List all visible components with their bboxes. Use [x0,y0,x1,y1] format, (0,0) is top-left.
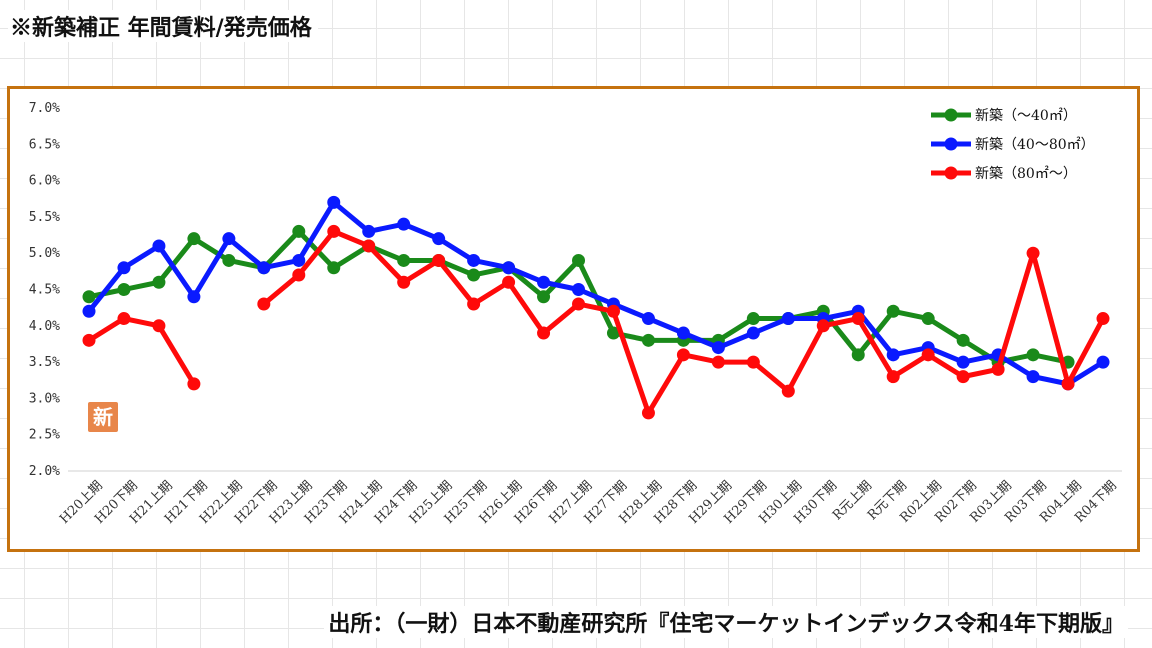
legend-marker [944,108,958,122]
series-line [261,228,1106,416]
data-point [362,224,376,238]
data-point [746,355,760,369]
data-point [676,348,690,362]
y-tick-label: 3.5% [29,355,60,370]
data-point [82,290,96,304]
data-point [397,217,411,231]
data-point [82,333,96,347]
data-point [537,326,551,340]
data-point [362,239,376,253]
data-point [1026,370,1040,384]
data-point [1026,246,1040,260]
data-point [606,326,620,340]
data-point [502,275,516,289]
data-point [956,333,970,347]
data-point [921,312,935,326]
legend-label: 新築（40～80㎡） [975,137,1095,153]
data-point [746,326,760,340]
data-point [152,319,166,333]
data-point [781,384,795,398]
data-point [152,275,166,289]
chart-frame [7,86,1140,552]
y-tick-label: 3.0% [29,391,60,406]
y-tick-label: 2.0% [29,464,60,479]
data-point [921,348,935,362]
data-point [641,333,655,347]
data-point [781,312,795,326]
data-point [292,253,306,267]
series-line [86,316,197,387]
data-point [886,348,900,362]
data-point [222,232,236,246]
data-point [641,312,655,326]
data-point [467,253,481,267]
data-point [397,253,411,267]
series-line [86,228,1071,365]
data-point [851,348,865,362]
data-point [222,253,236,267]
data-point [641,406,655,420]
data-point [432,253,446,267]
data-point [117,283,131,296]
y-tick-label: 6.5% [29,137,60,152]
data-point [886,370,900,384]
data-point [886,304,900,318]
data-point [467,297,481,311]
source-note: 出所：（一財）日本不動産研究所『住宅マーケットインデックス令和4年下期版』 [324,606,1128,638]
data-point [572,253,586,267]
y-tick-label: 6.0% [29,174,60,189]
data-point [82,304,96,318]
data-point [746,312,760,326]
data-point [187,377,201,391]
data-point [572,283,586,296]
legend-label: 新築（80㎡～） [975,166,1077,182]
y-tick-label: 5.0% [29,246,60,261]
y-tick-label: 7.0% [29,101,60,116]
data-point [711,341,725,355]
y-tick-label: 4.0% [29,319,60,334]
new-building-badge: 新 [88,402,118,432]
data-point [432,232,446,246]
data-point [152,239,166,253]
data-point [711,355,725,369]
data-point [397,275,411,289]
page-title: ※新築補正 年間賃料/発売価格 [8,10,318,42]
data-point [257,261,271,275]
data-point [187,290,201,304]
data-point [537,275,551,289]
data-point [292,268,306,282]
data-point [606,304,620,318]
data-point [327,195,341,209]
data-point [327,224,341,238]
y-tick-label: 4.5% [29,283,60,298]
legend-label: 新築（～40㎡） [975,108,1077,124]
data-point [327,261,341,275]
data-point [467,268,481,282]
data-point [956,370,970,384]
data-point [502,261,516,275]
y-tick-label: 2.5% [29,428,60,443]
data-point [1061,377,1075,391]
data-point [257,297,271,311]
data-point [676,326,690,340]
data-point [572,297,586,311]
data-point [537,290,551,304]
legend-marker [944,137,958,151]
data-point [991,362,1005,376]
data-point [1096,355,1110,369]
data-point [292,224,306,238]
data-point [1026,348,1040,362]
data-point [1096,312,1110,326]
data-point [816,319,830,333]
data-point [117,312,131,326]
data-point [851,312,865,326]
data-point [956,355,970,369]
legend-marker [944,166,958,180]
y-tick-label: 5.5% [29,210,60,225]
data-point [117,261,131,275]
data-point [187,232,201,246]
